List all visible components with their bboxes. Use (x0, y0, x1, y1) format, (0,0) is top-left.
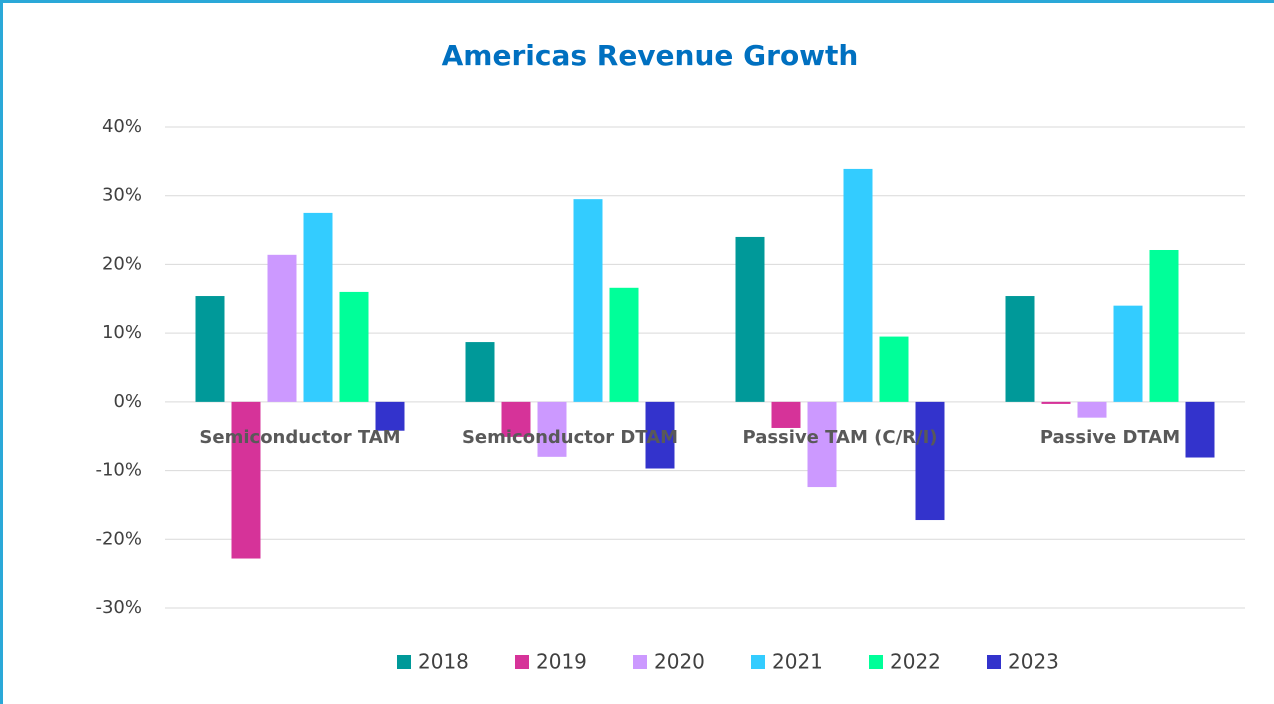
bar (645, 401, 675, 469)
bar (1185, 401, 1215, 458)
bar (195, 296, 225, 402)
bar (843, 168, 873, 402)
legend-swatch (869, 655, 883, 669)
legend-label: 2019 (536, 650, 587, 674)
bar (1149, 249, 1179, 402)
bar (573, 199, 603, 402)
y-tick-label: 0% (113, 391, 142, 412)
bar (915, 401, 945, 521)
x-tick-label: Semiconductor DTAM (462, 427, 678, 448)
bar (807, 401, 837, 488)
y-tick-label: -20% (95, 528, 142, 549)
bar (1041, 401, 1071, 404)
bar (375, 401, 405, 431)
legend-swatch (633, 655, 647, 669)
bar (1113, 305, 1143, 402)
legend-label: 2022 (890, 650, 941, 674)
bar (609, 287, 639, 402)
bar (501, 401, 531, 437)
bar (537, 401, 567, 457)
bar (267, 254, 297, 402)
legend-swatch (397, 655, 411, 669)
bar (231, 401, 261, 559)
legend-label: 2021 (772, 650, 823, 674)
y-tick-label: -10% (95, 460, 142, 481)
bar (771, 401, 801, 428)
bar (1077, 401, 1107, 418)
legend-swatch (515, 655, 529, 669)
y-tick-label: 10% (102, 322, 142, 343)
legend-label: 2020 (654, 650, 705, 674)
legend-swatch (751, 655, 765, 669)
bar (879, 336, 909, 402)
x-tick-label: Passive DTAM (1040, 427, 1180, 448)
legend-label: 2023 (1008, 650, 1059, 674)
bar (339, 291, 369, 402)
y-tick-label: -30% (95, 597, 142, 618)
x-tick-label: Passive TAM (C/R/I) (742, 427, 937, 448)
bar (1005, 296, 1035, 402)
legend-swatch (987, 655, 1001, 669)
y-tick-label: 30% (102, 185, 142, 206)
y-tick-label: 40% (102, 116, 142, 137)
legend-label: 2018 (418, 650, 469, 674)
chart-title: Americas Revenue Growth (442, 39, 859, 72)
y-tick-label: 20% (102, 253, 142, 274)
x-tick-label: Semiconductor TAM (199, 427, 400, 448)
bar (735, 236, 765, 402)
bar (465, 342, 495, 402)
bar (303, 212, 333, 402)
